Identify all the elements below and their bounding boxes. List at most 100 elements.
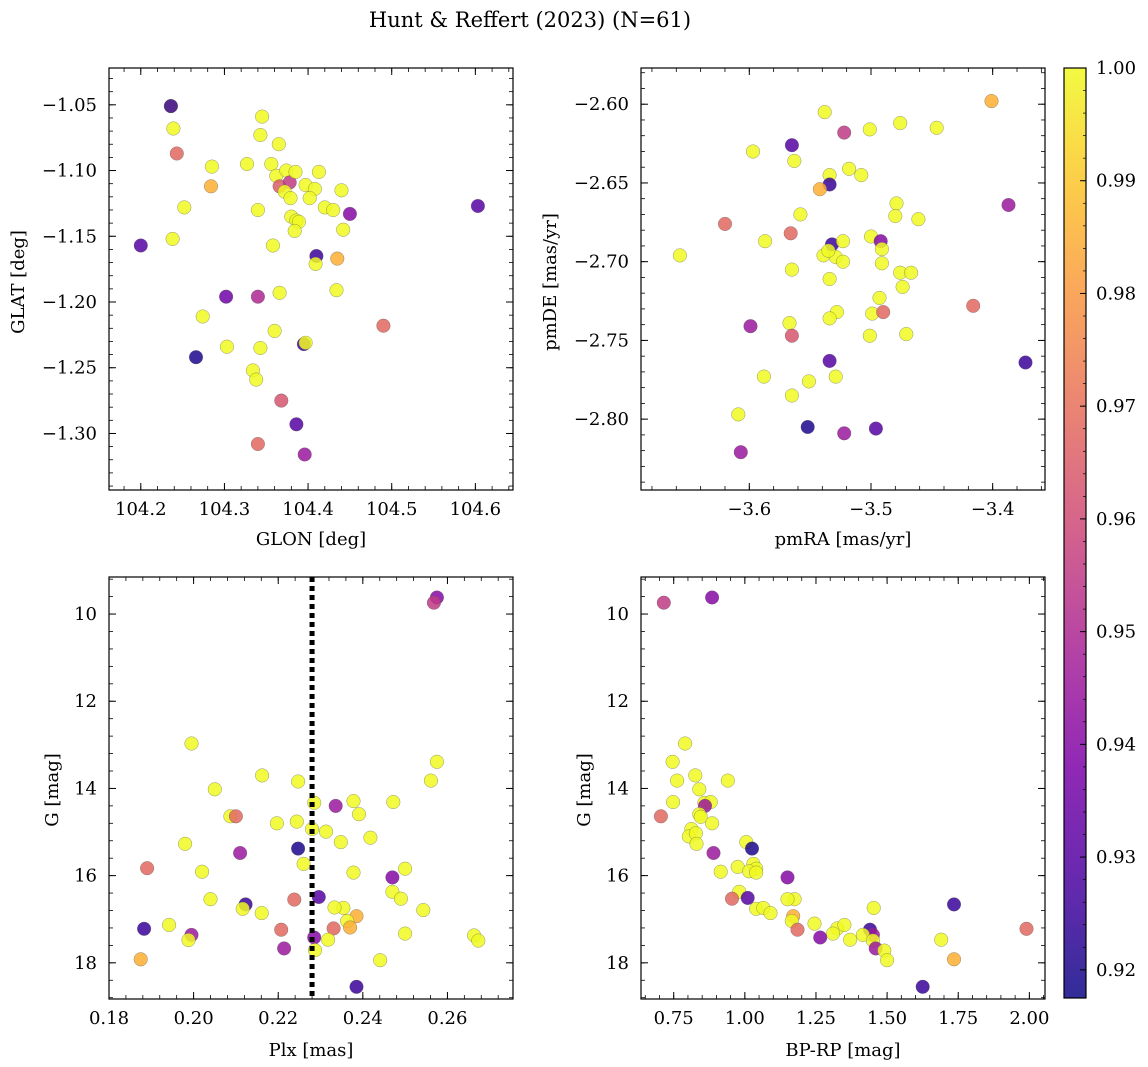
colorbar-tick-label: 0.95 — [1096, 622, 1136, 643]
data-point — [744, 841, 760, 856]
data-point — [235, 901, 250, 916]
data-point — [233, 845, 248, 861]
data-point — [283, 191, 298, 206]
x-tick-label: 1.50 — [867, 1008, 907, 1029]
data-point — [219, 339, 234, 354]
data-point — [203, 892, 218, 907]
data-point — [843, 932, 858, 947]
plot-area — [672, 94, 1033, 460]
colorbar-tick-label: 0.93 — [1096, 847, 1136, 868]
x-axis-label: Plx [mas] — [269, 1040, 354, 1061]
y-tick-label: 10 — [606, 604, 629, 625]
data-point — [1001, 197, 1016, 213]
panel-position-scatter: GLON [deg] GLAT [deg] 104.2 104.3 104.4 104… — [8, 67, 514, 550]
data-point — [720, 773, 735, 788]
data-point — [822, 353, 837, 368]
data-point — [376, 318, 391, 333]
x-tick-label: −3.4 — [971, 499, 1015, 520]
data-point — [393, 891, 408, 906]
data-point — [862, 122, 877, 137]
data-point — [880, 953, 895, 968]
axes-frame — [108, 67, 514, 491]
y-tick-label: −1.25 — [42, 358, 97, 379]
y-axis-label: GLAT [deg] — [8, 230, 29, 334]
data-point — [253, 340, 268, 356]
data-point — [166, 121, 181, 136]
data-point — [333, 835, 348, 850]
data-point — [1019, 921, 1034, 936]
data-point — [326, 202, 341, 218]
colorbar-gradient — [1063, 67, 1087, 999]
y-tick-label: −1.30 — [42, 423, 97, 444]
data-point — [717, 216, 733, 231]
data-point — [745, 144, 761, 159]
data-point — [784, 262, 799, 277]
data-point — [287, 892, 302, 907]
data-point — [946, 897, 962, 912]
data-point — [207, 782, 222, 797]
data-point — [346, 865, 361, 880]
axes-frame — [640, 67, 1046, 491]
data-point — [793, 207, 808, 222]
data-point — [756, 369, 771, 384]
data-point — [693, 809, 708, 824]
data-point — [416, 903, 431, 918]
data-point — [140, 861, 155, 876]
x-tick-label: 0.24 — [343, 1008, 383, 1029]
data-point — [336, 222, 351, 237]
data-point — [784, 328, 799, 343]
x-tick-label: 104.6 — [450, 499, 502, 520]
data-point — [966, 298, 981, 313]
panel-color-magnitude-scatter: BP-RP [mag] G [mag] 0.75 1.00 1.25 1.50 1.75… — [574, 576, 1049, 1061]
data-point — [177, 200, 192, 215]
data-point — [780, 870, 795, 885]
data-point — [271, 137, 286, 152]
data-point — [835, 254, 851, 269]
data-point — [162, 917, 177, 932]
data-point — [837, 426, 852, 441]
y-tick-label: −1.05 — [42, 95, 97, 116]
data-point — [163, 99, 178, 114]
data-point — [866, 900, 881, 915]
x-tick-label: 0.26 — [427, 1008, 467, 1029]
x-tick-label: 2.00 — [1009, 1008, 1049, 1029]
data-point — [889, 196, 904, 211]
data-point — [782, 316, 797, 331]
data-point — [1018, 355, 1033, 370]
data-point — [133, 952, 148, 967]
data-point — [291, 841, 306, 856]
data-point — [195, 309, 210, 324]
data-point — [321, 932, 336, 947]
data-point — [328, 798, 343, 813]
y-tick-label: 18 — [74, 953, 97, 974]
colorbar: 0.92 0.93 0.94 0.95 0.96 0.97 0.98 0.99 1.00 — [1063, 58, 1136, 999]
data-point — [790, 922, 805, 937]
data-point — [854, 168, 869, 183]
x-tick-label: 104.2 — [115, 499, 167, 520]
data-point — [181, 933, 196, 948]
data-point — [828, 369, 843, 384]
x-tick-label: 104.5 — [366, 499, 418, 520]
data-point — [351, 807, 367, 822]
y-tick-label: 12 — [74, 691, 97, 712]
data-point — [274, 922, 289, 937]
data-point — [672, 248, 687, 263]
data-point — [876, 305, 891, 320]
plot-area — [133, 577, 486, 999]
data-point — [705, 590, 720, 605]
data-point — [342, 206, 357, 221]
plot-area — [653, 590, 1034, 994]
data-point — [302, 191, 317, 206]
data-point — [188, 350, 204, 365]
data-point — [265, 238, 280, 253]
data-point — [326, 921, 341, 936]
data-point — [267, 323, 282, 338]
x-tick-label: 104.4 — [282, 499, 334, 520]
colorbar-tick-label: 0.99 — [1096, 171, 1136, 192]
data-point — [264, 156, 279, 172]
data-point — [653, 809, 668, 824]
data-point — [426, 595, 441, 610]
data-point — [169, 146, 184, 161]
data-point — [289, 814, 304, 829]
